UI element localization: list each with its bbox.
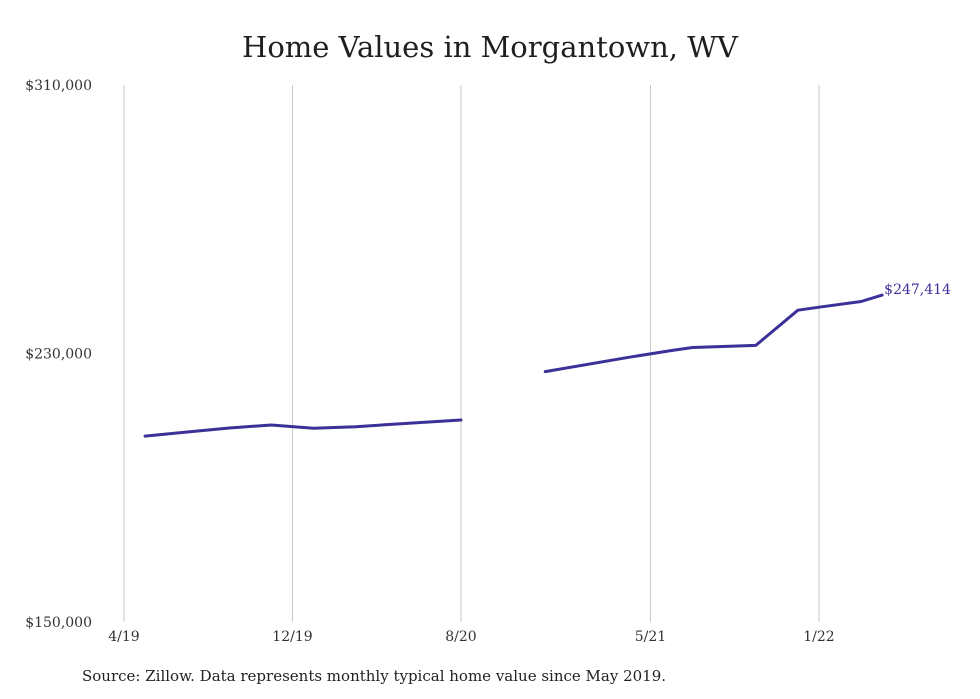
x-tick-label: 8/20: [445, 629, 476, 645]
end-value-label: $247,414: [884, 282, 951, 298]
grid-lines: [123, 85, 820, 622]
line-chart: $310,000 $230,000 $150,000 4/19 12/19 8/20 5/…: [25, 78, 951, 645]
series-line: [143, 418, 463, 438]
x-axis-ticks: 4/19 12/19 8/20 5/21 1/22: [108, 629, 834, 645]
series-lines: [143, 293, 884, 438]
y-tick-label: $310,000: [25, 78, 92, 94]
x-tick-label: 4/19: [108, 629, 139, 645]
source-note: Source: Zillow. Data represents monthly …: [82, 667, 667, 685]
x-tick-label: 12/19: [272, 629, 312, 645]
chart-title: Home Values in Morgantown, WV: [242, 30, 738, 64]
end-labels: $247,414: [884, 282, 951, 298]
x-tick-label: 1/22: [803, 629, 834, 645]
y-tick-label: $150,000: [25, 615, 92, 631]
series-line: [543, 293, 884, 374]
y-axis-ticks: $310,000 $230,000 $150,000: [25, 78, 92, 631]
y-tick-label: $230,000: [25, 347, 92, 363]
x-tick-label: 5/21: [635, 629, 666, 645]
